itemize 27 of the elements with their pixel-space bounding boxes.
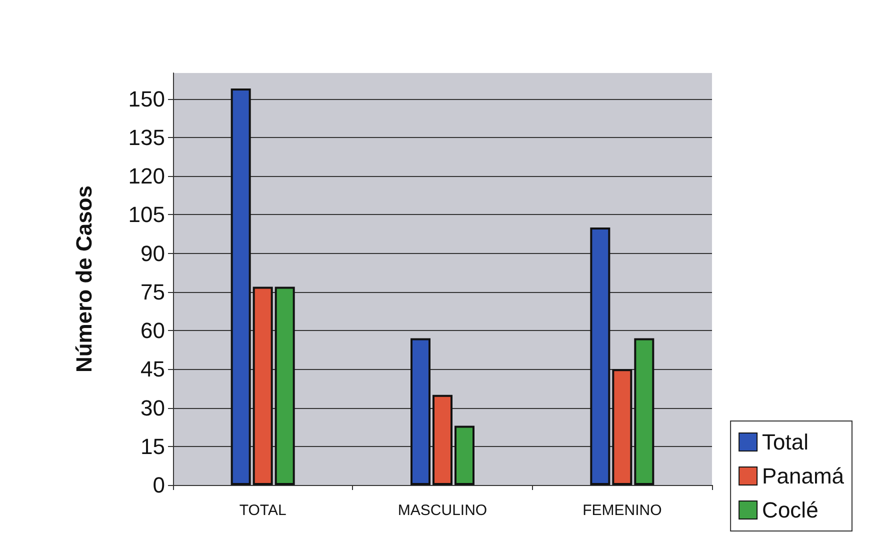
- y-tick-label: 150: [128, 86, 165, 112]
- y-tick-label: 30: [140, 395, 165, 420]
- bar: [252, 286, 273, 485]
- x-tick-label: FEMENINO: [582, 502, 662, 519]
- bar: [432, 394, 452, 485]
- bar: [612, 369, 632, 485]
- legend-label: Coclé: [762, 498, 818, 522]
- legend-label: Total: [762, 430, 809, 454]
- y-tick-label: 120: [128, 164, 165, 188]
- bar: [590, 228, 610, 485]
- y-tick-label: 135: [128, 124, 165, 150]
- y-tick-label: 105: [128, 202, 165, 228]
- bar: [410, 338, 430, 485]
- y-axis-title: Número de Casos: [72, 185, 96, 373]
- bar: [274, 286, 295, 485]
- y-tick-label: 15: [140, 434, 165, 459]
- bar: [454, 426, 474, 485]
- y-tick-label: 90: [140, 240, 165, 266]
- y-tick-label: 60: [140, 318, 165, 343]
- x-tick-label: TOTAL: [239, 502, 286, 519]
- bar: [230, 88, 251, 485]
- bar: [634, 338, 654, 485]
- legend-label: Panamá: [762, 464, 845, 488]
- y-tick-label: 45: [140, 356, 165, 382]
- x-tick-label: MASCULINO: [398, 502, 488, 519]
- y-tick-label: 75: [140, 279, 165, 304]
- y-tick-label: 0: [152, 472, 165, 498]
